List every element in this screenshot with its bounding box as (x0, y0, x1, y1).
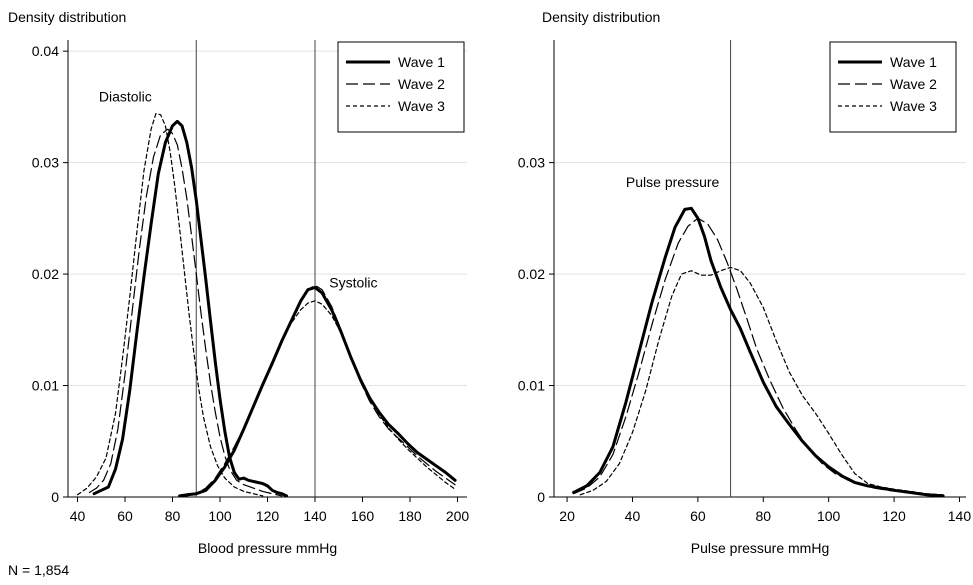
legend-label: Wave 3 (890, 98, 937, 114)
chart-title: Density distribution (542, 9, 660, 25)
annotation: Systolic (329, 274, 377, 290)
x-tick-label: 60 (117, 508, 133, 524)
annotation: Diastolic (99, 88, 152, 104)
series-line (186, 300, 456, 497)
y-tick-label: 0.02 (32, 266, 59, 282)
x-tick-label: 100 (208, 508, 232, 524)
y-tick-label: 0 (537, 489, 545, 505)
x-tick-label: 40 (70, 508, 86, 524)
y-tick-label: 0.03 (32, 155, 59, 171)
series-line (572, 206, 945, 498)
legend-label: Wave 2 (890, 76, 937, 92)
series-line (186, 284, 456, 496)
x-tick-label: 140 (303, 508, 327, 524)
series-line (88, 128, 283, 497)
x-tick-label: 200 (446, 508, 470, 524)
x-axis-label: Pulse pressure mmHg (691, 540, 830, 556)
x-tick-label: 40 (625, 508, 641, 524)
x-tick-label: 120 (256, 508, 280, 524)
y-tick-label: 0.01 (518, 378, 545, 394)
x-axis-label: Blood pressure mmHg (198, 540, 337, 556)
x-tick-label: 80 (165, 508, 181, 524)
legend-label: Wave 3 (398, 98, 445, 114)
x-tick-label: 60 (690, 508, 706, 524)
legend-box (337, 41, 465, 133)
x-tick-label: 100 (817, 508, 841, 524)
y-tick-label: 0 (51, 489, 59, 505)
sample-size-note: N = 1,854 (8, 562, 70, 578)
y-tick-label: 0.03 (518, 155, 545, 171)
legend-label: Wave 1 (398, 54, 445, 70)
x-tick-label: 80 (755, 508, 771, 524)
y-tick-label: 0.04 (32, 43, 59, 59)
legend-box (829, 41, 957, 133)
legend-label: Wave 1 (890, 54, 937, 70)
x-tick-label: 20 (559, 508, 575, 524)
y-tick-label: 0.02 (518, 266, 545, 282)
chart-pulse-pressure: Density distribution 0 0.01 0.02 0.03 20 40 60 8… (518, 9, 972, 556)
series-line (573, 217, 944, 497)
chart-title: Density distribution (8, 9, 126, 25)
x-tick-label: 160 (351, 508, 375, 524)
series-line (76, 113, 264, 497)
x-tick-label: 180 (398, 508, 422, 524)
series-line (579, 266, 944, 496)
x-tick-label: 120 (882, 508, 906, 524)
x-tick-label: 140 (948, 508, 972, 524)
series-line (92, 119, 288, 498)
annotation: Pulse pressure (626, 174, 720, 190)
chart-blood-pressure: Density distribution 0 0.01 0.02 0.03 0.04 40 6… (8, 9, 469, 556)
legend-label: Wave 2 (398, 76, 445, 92)
series-line (178, 285, 457, 498)
y-tick-label: 0.01 (32, 378, 59, 394)
